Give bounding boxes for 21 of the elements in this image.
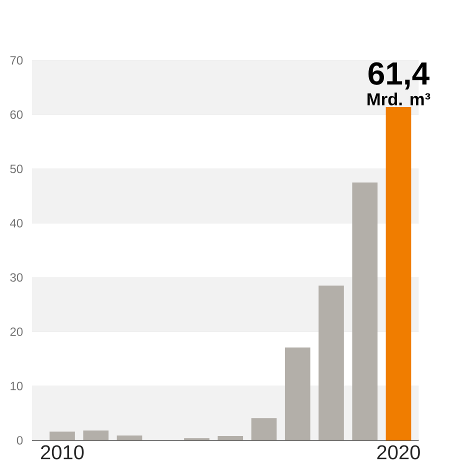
y-tick-label: 0 <box>16 436 23 445</box>
y-tick-label: 40 <box>10 218 23 228</box>
bar <box>251 418 277 440</box>
annotation: Mrd. m³ <box>368 92 430 106</box>
bar <box>218 436 244 440</box>
y-tick-label: 60 <box>10 110 23 119</box>
data-label: 61,4 <box>368 62 430 90</box>
y-tick-label: 10 <box>10 382 23 390</box>
x-tick-label: 2020 <box>377 445 420 460</box>
y-tick-label: 50 <box>10 164 23 174</box>
x-tick-label: 2010 <box>41 445 84 460</box>
bar <box>318 286 344 440</box>
bar <box>386 107 412 440</box>
bar <box>116 435 142 440</box>
bar <box>83 430 109 440</box>
bar <box>50 432 75 440</box>
y-tick-label: 70 <box>10 56 23 65</box>
bar <box>352 182 378 440</box>
y-tick-label: 30 <box>10 273 23 282</box>
y-tick-label: 20 <box>10 328 23 336</box>
bar <box>284 348 310 440</box>
